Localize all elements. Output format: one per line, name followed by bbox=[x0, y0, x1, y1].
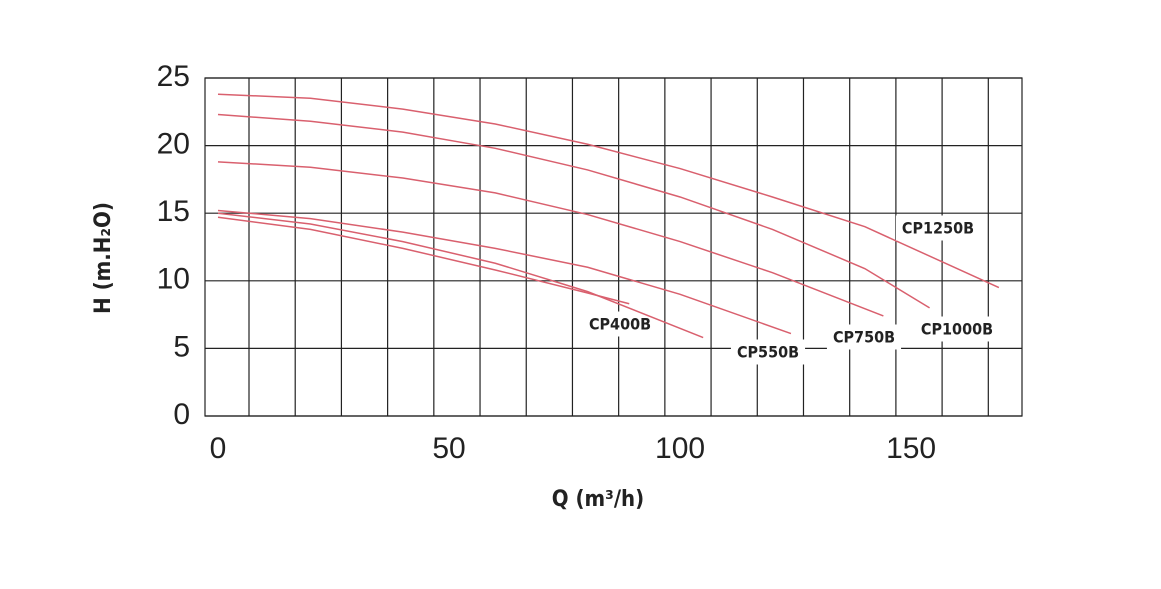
label-background bbox=[914, 316, 1000, 342]
label-background bbox=[582, 311, 658, 337]
y-tick-label: 0 bbox=[173, 398, 190, 431]
curve bbox=[217, 93, 1000, 289]
x-tick-label: 50 bbox=[432, 432, 465, 465]
curve bbox=[217, 161, 884, 317]
curve bbox=[217, 216, 630, 305]
plot-frame bbox=[204, 77, 1023, 417]
curve bbox=[217, 113, 930, 309]
label-background bbox=[826, 324, 902, 350]
y-axis-title: H (m.H₂O) bbox=[91, 202, 116, 314]
curve bbox=[217, 212, 704, 339]
grid bbox=[204, 77, 1023, 417]
series-label: CP750B bbox=[833, 328, 895, 347]
label-background bbox=[730, 339, 806, 365]
x-tick-label: 100 bbox=[655, 432, 705, 465]
x-axis-title: Q (m³/h) bbox=[552, 487, 644, 512]
series-label: CP1000B bbox=[921, 320, 993, 339]
x-tick-label: 150 bbox=[886, 432, 936, 465]
y-tick-label: 10 bbox=[157, 263, 190, 296]
y-tick-label: 25 bbox=[157, 60, 190, 93]
label-background bbox=[895, 215, 981, 241]
y-tick-label: 5 bbox=[173, 330, 190, 363]
y-tick-label: 15 bbox=[157, 195, 190, 228]
x-tick-label: 0 bbox=[210, 432, 227, 465]
curve bbox=[217, 209, 792, 335]
series-label: CP400B bbox=[589, 315, 651, 334]
series-label: CP1250B bbox=[902, 219, 974, 238]
y-tick-label: 20 bbox=[157, 128, 190, 161]
series-label: CP550B bbox=[737, 343, 799, 362]
